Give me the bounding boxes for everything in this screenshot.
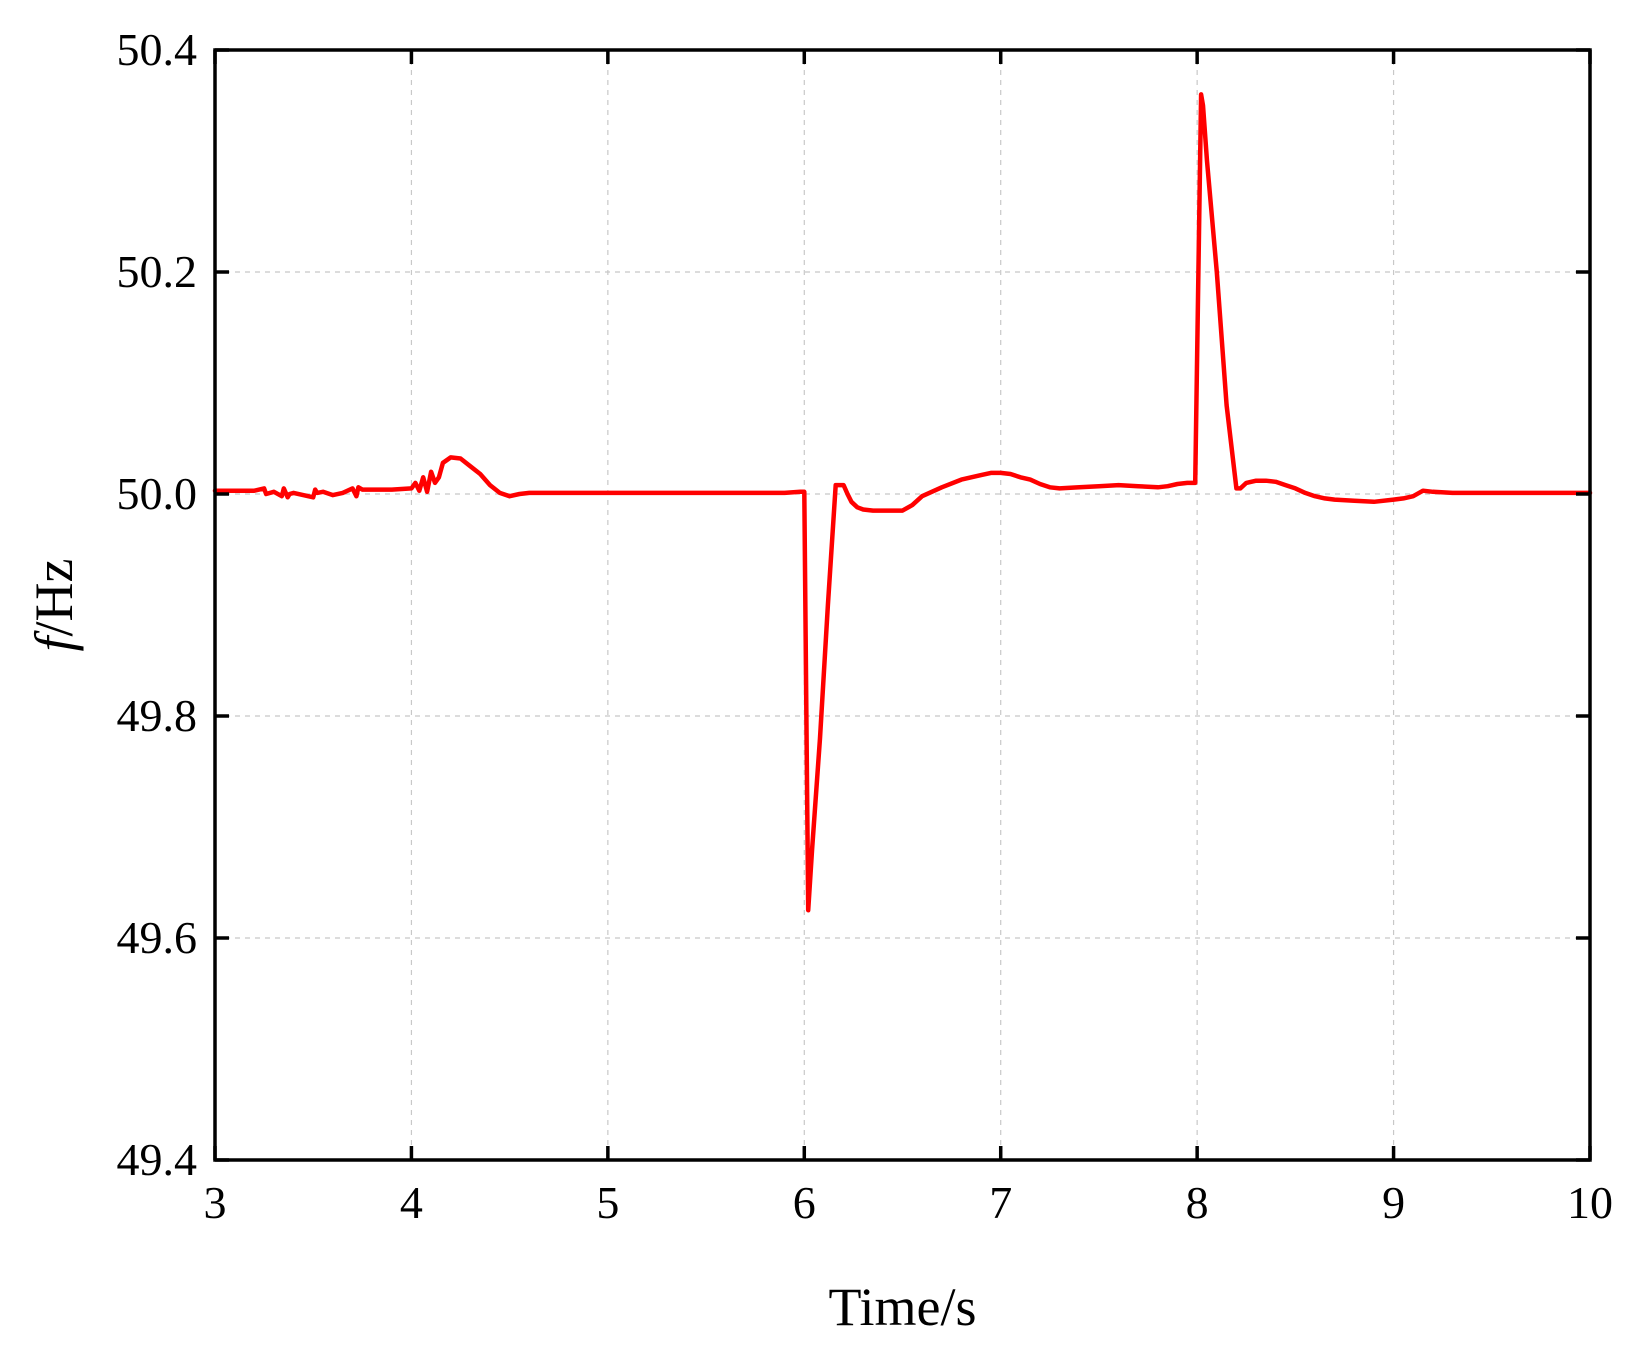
x-tick-label: 9 <box>1382 1177 1405 1228</box>
y-axis-title-unit: /Hz <box>24 559 84 637</box>
x-tick-label: 10 <box>1567 1177 1613 1228</box>
x-axis-title: Time/s <box>828 1277 976 1337</box>
x-tick-label: 4 <box>400 1177 423 1228</box>
y-tick-label: 50.4 <box>117 24 198 75</box>
x-tick-label: 6 <box>793 1177 816 1228</box>
x-tick-label: 5 <box>596 1177 619 1228</box>
x-tick-labels: 3 4 5 6 7 8 9 10 <box>204 1177 1614 1228</box>
x-tick-label: 8 <box>1186 1177 1209 1228</box>
y-tick-label: 49.4 <box>117 1134 198 1185</box>
y-tick-label: 50.0 <box>117 468 198 519</box>
x-tick-label: 7 <box>989 1177 1012 1228</box>
x-tick-label: 3 <box>204 1177 227 1228</box>
series-line-0 <box>212 92 1593 913</box>
y-axis-title: f/Hz <box>24 559 84 652</box>
tick-marks <box>213 48 1592 1162</box>
plot-frame <box>213 48 1592 1162</box>
series-layer <box>212 92 1593 913</box>
y-tick-label: 49.8 <box>117 690 198 741</box>
y-tick-label: 50.2 <box>117 246 198 297</box>
y-tick-label: 49.6 <box>117 912 198 963</box>
y-tick-labels: 49.4 49.6 49.8 50.0 50.2 50.4 <box>117 24 198 1185</box>
